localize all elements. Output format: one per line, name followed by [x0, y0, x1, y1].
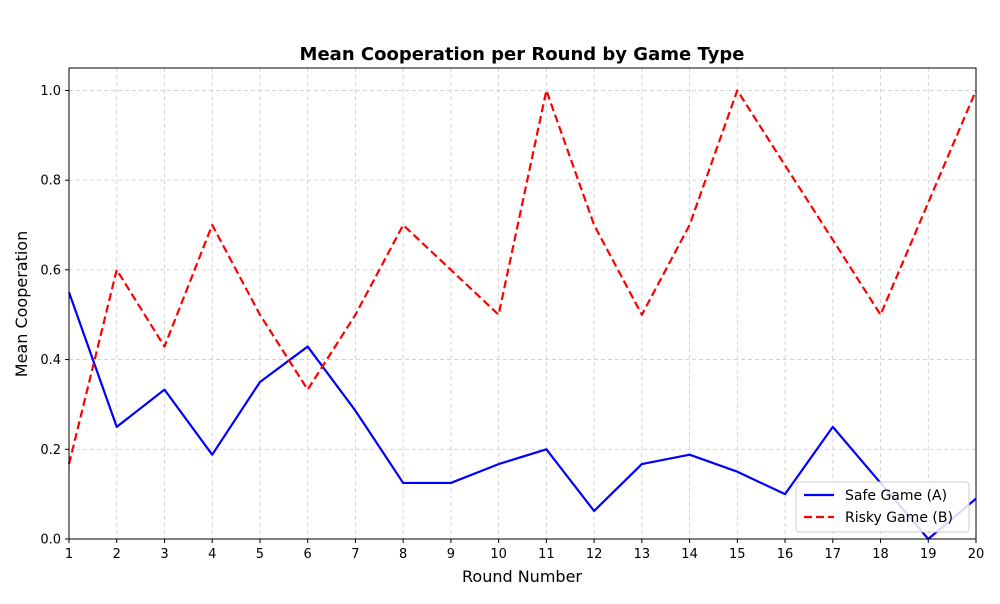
x-tick-label: 3: [160, 547, 168, 562]
x-tick-label: 6: [304, 547, 312, 562]
y-tick-label: 1.0: [40, 84, 61, 99]
plot-frame: [68, 67, 977, 540]
plot-series: [67, 89, 978, 541]
x-tick-label: 12: [586, 547, 603, 562]
x-tick-label: 16: [777, 547, 794, 562]
x-tick-label: 1: [65, 547, 73, 562]
series-line-risky-game-b: [67, 89, 978, 465]
x-tick-label: 20: [968, 547, 985, 562]
legend-label: Risky Game (B): [845, 510, 953, 526]
x-tick-label: 5: [256, 547, 264, 562]
y-tick-label: 0.4: [40, 353, 61, 368]
chart-title: Mean Cooperation per Round by Game Type: [300, 44, 745, 65]
grid-lines: [68, 68, 977, 540]
y-tick-label: 0.8: [40, 174, 61, 189]
series-line-safe-game-a: [67, 291, 977, 541]
x-tick-label: 10: [490, 547, 507, 562]
x-tick-label: 9: [447, 547, 455, 562]
y-tick-label: 0.0: [40, 533, 61, 548]
x-tick-label: 7: [351, 547, 359, 562]
x-tick-label: 2: [113, 547, 121, 562]
x-tick-label: 4: [208, 547, 216, 562]
x-tick-label: 15: [729, 547, 746, 562]
x-tick-label: 19: [920, 547, 937, 562]
y-tick-label: 0.2: [40, 443, 61, 458]
x-tick-label: 13: [634, 547, 651, 562]
x-axis-label: Round Number: [462, 567, 582, 586]
legend-label: Safe Game (A): [845, 488, 947, 504]
axis-ticks: 1 2 3 4 5 6 7 8 9 10 11 12 13 14 15 16 17 18 19 200.00.20.4…: [40, 84, 984, 562]
x-tick-label: 14: [681, 547, 698, 562]
x-tick-label: 11: [538, 547, 555, 562]
legend-box: [795, 481, 970, 533]
y-tick-label: 0.6: [40, 263, 61, 278]
y-axis-label: Mean Cooperation: [12, 231, 31, 377]
x-tick-label: 17: [825, 547, 842, 562]
x-tick-label: 18: [872, 547, 889, 562]
legend: Safe Game (A) Risky Game (B): [795, 481, 970, 533]
x-tick-label: 8: [399, 547, 407, 562]
